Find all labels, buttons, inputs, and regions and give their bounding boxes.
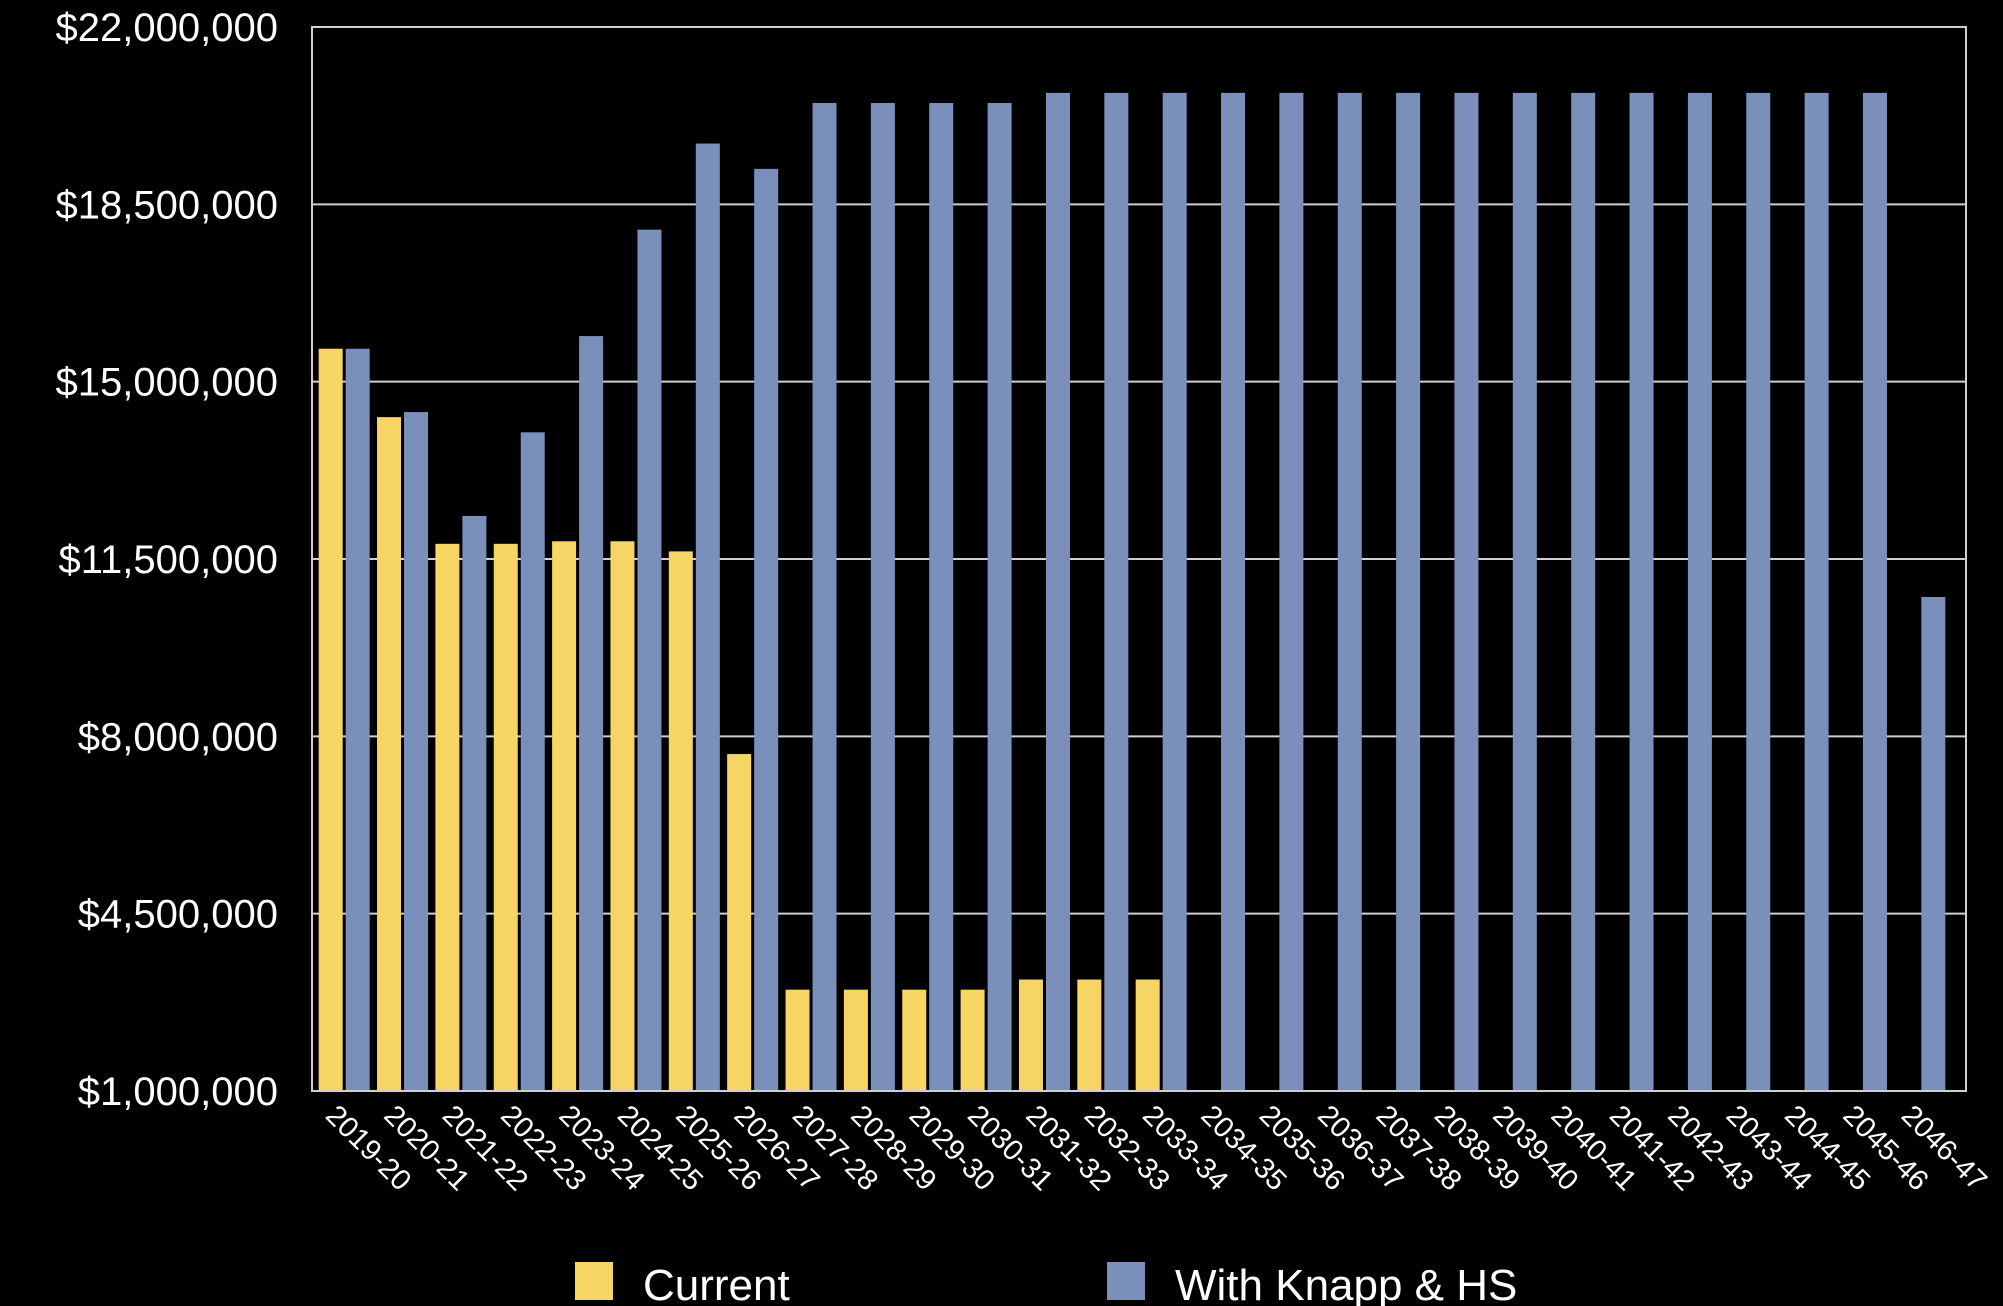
bar-with-knapp-hs-2031-32: [1045, 92, 1070, 1091]
bar-with-knapp-hs-2033-34: [1162, 92, 1187, 1091]
bar-current-2030-31: [960, 989, 985, 1091]
bar-current-2033-34: [1135, 979, 1160, 1091]
bar-with-knapp-hs-2021-22: [462, 515, 487, 1091]
x-axis-tick-labels: 2019-202020-212021-222022-232023-242024-…: [319, 1099, 1993, 1197]
y-tick-label: $15,000,000: [56, 361, 278, 405]
bar-with-knapp-hs-2034-35: [1221, 92, 1246, 1091]
legend: Current With Knapp & HS: [575, 1261, 1517, 1306]
bar-with-knapp-hs-2023-24: [579, 336, 604, 1092]
y-tick-label: $8,000,000: [78, 715, 278, 759]
bar-with-knapp-hs-2019-20: [345, 348, 370, 1091]
bar-current-2020-21: [377, 417, 402, 1092]
legend-swatch-with-knapp-hs: [1107, 1262, 1145, 1300]
bar-with-knapp-hs-2039-40: [1512, 92, 1537, 1091]
bar-current-2019-20: [318, 348, 343, 1091]
legend-swatch-current: [575, 1262, 613, 1300]
bar-with-knapp-hs-2044-45: [1804, 92, 1829, 1091]
bar-current-2031-32: [1018, 979, 1043, 1091]
bar-current-2026-27: [727, 754, 752, 1091]
bar-with-knapp-hs-2026-27: [754, 168, 779, 1091]
y-tick-label: $1,000,000: [78, 1070, 278, 1114]
bar-current-2032-33: [1077, 979, 1102, 1091]
bar-current-2024-25: [610, 541, 635, 1091]
y-tick-label: $18,500,000: [56, 183, 278, 227]
bar-with-knapp-hs-2038-39: [1454, 92, 1479, 1091]
bar-with-knapp-hs-2040-41: [1571, 92, 1596, 1091]
bar-with-knapp-hs-2041-42: [1629, 92, 1654, 1091]
bar-with-knapp-hs-2030-31: [987, 103, 1012, 1091]
bar-current-2029-30: [902, 989, 927, 1091]
bar-with-knapp-hs-2022-23: [520, 432, 545, 1091]
bar-current-2022-23: [493, 543, 518, 1091]
bar-current-2023-24: [552, 541, 577, 1091]
bar-with-knapp-hs-2043-44: [1746, 92, 1771, 1091]
bar-with-knapp-hs-2046-47: [1921, 597, 1946, 1091]
y-tick-label: $22,000,000: [56, 6, 278, 50]
plot-area-frame: [311, 26, 1967, 1092]
bar-with-knapp-hs-2027-28: [812, 103, 837, 1091]
bar-current-2021-22: [435, 543, 460, 1091]
bar-with-knapp-hs-2042-43: [1687, 92, 1712, 1091]
y-axis-tick-labels: $1,000,000 $4,500,000 $8,000,000 $11,500,00…: [56, 6, 278, 1114]
bar-with-knapp-hs-2045-46: [1862, 92, 1887, 1091]
bar-current-2027-28: [785, 989, 810, 1091]
bar-with-knapp-hs-2037-38: [1396, 92, 1421, 1091]
bar-with-knapp-hs-2029-30: [929, 103, 954, 1091]
bar-with-knapp-hs-2036-37: [1337, 92, 1362, 1091]
bar-with-knapp-hs-2020-21: [404, 412, 429, 1092]
bar-current-2028-29: [843, 989, 868, 1091]
bar-with-knapp-hs-2028-29: [870, 103, 895, 1091]
bar-with-knapp-hs-2024-25: [637, 229, 662, 1091]
bar-with-knapp-hs-2032-33: [1104, 92, 1129, 1091]
legend-label-with-knapp-hs: With Knapp & HS: [1175, 1261, 1517, 1306]
bar-with-knapp-hs-2035-36: [1279, 92, 1304, 1091]
y-tick-label: $4,500,000: [78, 893, 278, 937]
legend-label-current: Current: [643, 1261, 790, 1306]
bars: [318, 92, 1946, 1092]
bar-current-2025-26: [668, 551, 693, 1091]
bar-with-knapp-hs-2025-26: [695, 143, 720, 1092]
y-tick-label: $11,500,000: [59, 538, 278, 582]
